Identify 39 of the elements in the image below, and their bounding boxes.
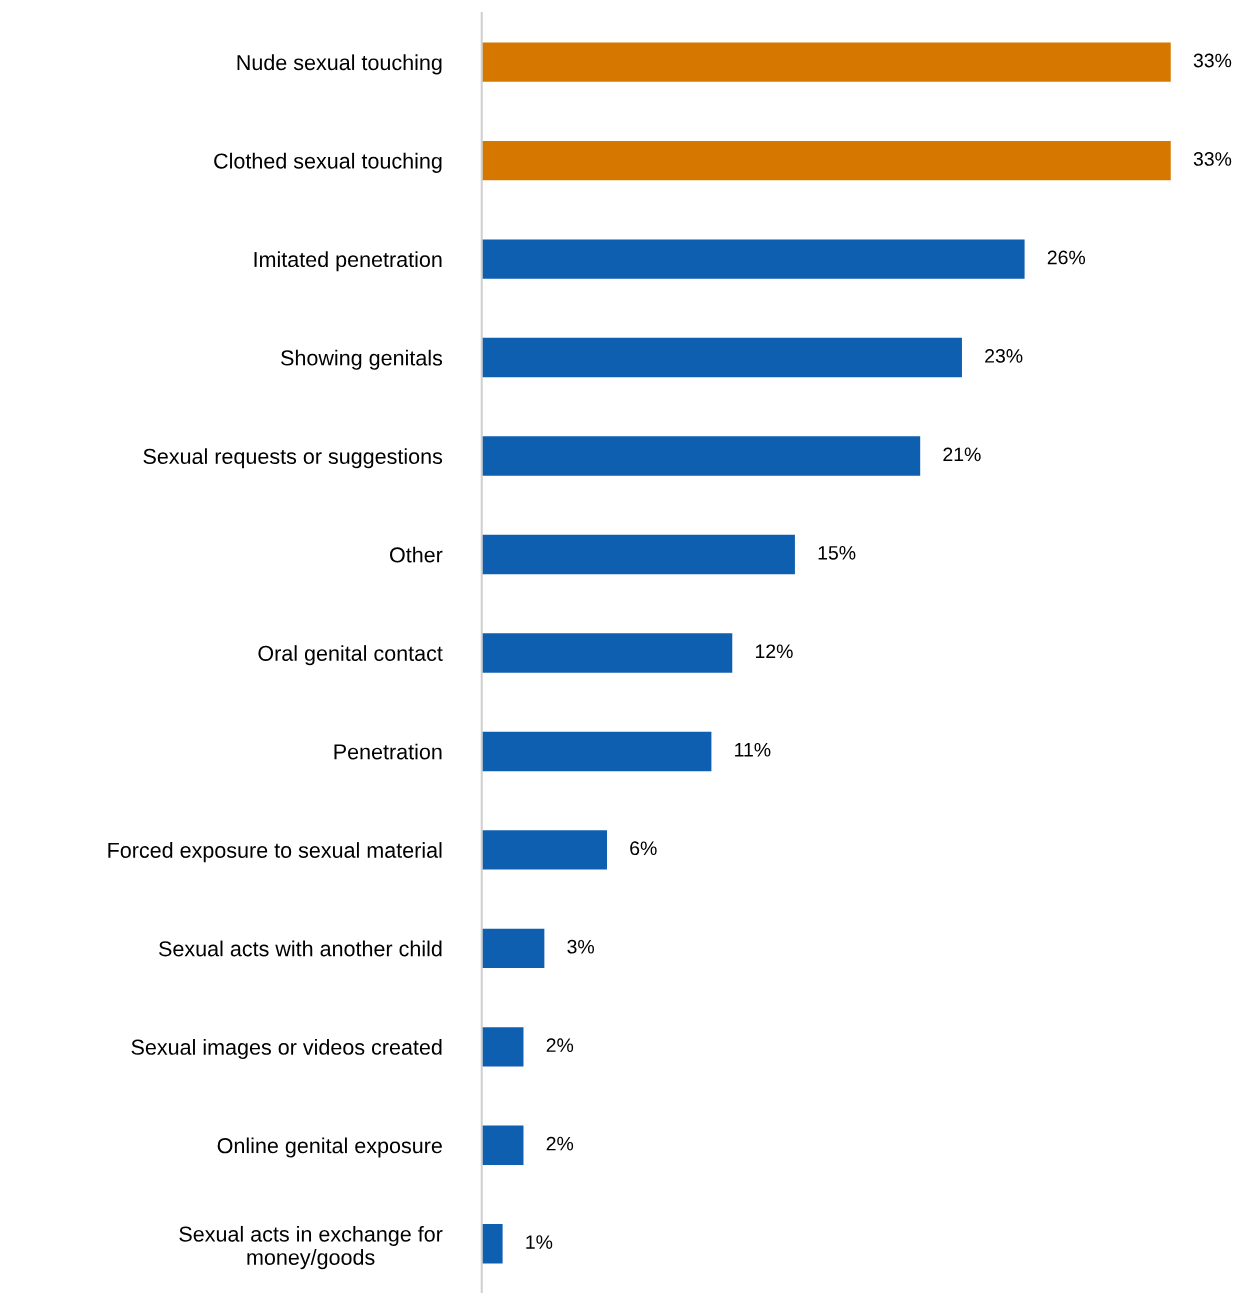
bar (481, 1125, 524, 1165)
data-label: 23% (985, 349, 1023, 363)
y-tick-label: Online genital exposure (217, 1137, 442, 1158)
y-tick-label: Other (390, 546, 443, 563)
y-tick-label: Sexual acts in exchange for money/goods (179, 1225, 443, 1270)
data-label: 33% (1193, 152, 1232, 166)
data-label: 15% (818, 546, 856, 560)
bar (481, 928, 545, 969)
bar (481, 830, 608, 870)
data-label: 3% (567, 939, 594, 954)
data-label: 2% (546, 1038, 574, 1052)
data-label: 1% (526, 1235, 553, 1249)
y-tick-label: Clothed sexual touching (214, 152, 442, 173)
bar (481, 436, 921, 476)
y-tick-label: Nude sexual touching (237, 54, 442, 75)
data-label: 33% (1193, 53, 1232, 68)
bar (481, 239, 1025, 279)
y-tick-label: Forced exposure to sexual material (108, 842, 442, 863)
y-tick-label: Penetration (334, 743, 442, 760)
bar (481, 633, 733, 673)
y-tick-label: Sexual images or videos created (131, 1039, 442, 1060)
data-label: 2% (546, 1136, 574, 1151)
bar (481, 1224, 503, 1264)
y-tick-label: Sexual acts with another child (159, 940, 442, 957)
y-tick-label: Oral genital contact (258, 645, 443, 666)
data-label: 26% (1047, 250, 1086, 265)
y-tick-label: Imitated penetration (254, 251, 442, 272)
y-tick-label: Showing genitals (281, 349, 443, 370)
bar (481, 337, 962, 378)
bar (481, 534, 795, 575)
bar (481, 42, 1171, 82)
bar (481, 1027, 524, 1067)
bar (481, 731, 712, 772)
data-label: 11% (735, 742, 771, 757)
data-label: 6% (630, 841, 657, 856)
bar (481, 140, 1171, 181)
y-tick-label: Sexual requests or suggestions (143, 448, 443, 469)
data-label: 12% (755, 644, 793, 659)
data-label: 21% (943, 447, 981, 462)
